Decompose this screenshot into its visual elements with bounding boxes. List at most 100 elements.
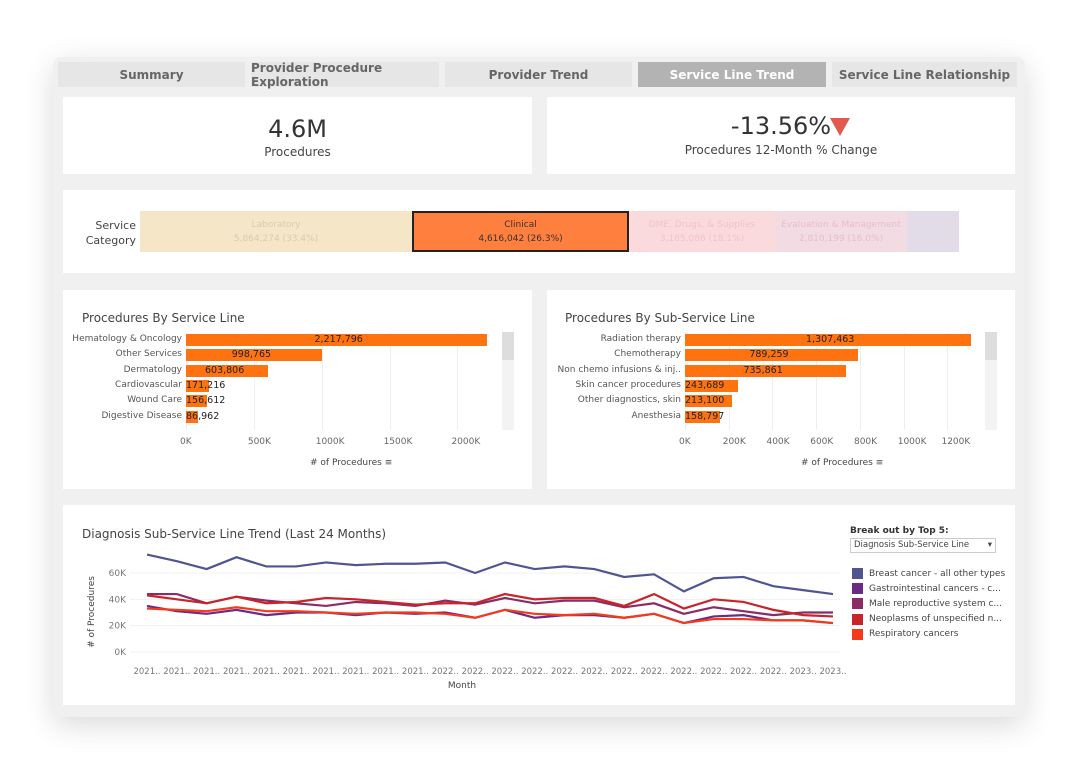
gridline: [859, 333, 861, 430]
service-line-title: Procedures By Service Line: [82, 311, 245, 325]
bar-value-label: 1,307,463: [806, 334, 855, 345]
series-line[interactable]: [146, 553, 834, 596]
legend-swatch: [852, 568, 863, 579]
bar-value-label: 998,765: [231, 349, 272, 361]
segment-clinical[interactable]: Clinical 4,616,042 (26.3%): [412, 211, 629, 252]
kpi-change: -13.56% Procedures 12-Month % Change: [547, 97, 1015, 174]
bar[interactable]: [685, 410, 720, 423]
tab-service-line-trend[interactable]: Service Line Trend: [638, 62, 826, 87]
bar[interactable]: [186, 364, 268, 377]
x-tick-label: 2022..: [641, 667, 668, 677]
series-line[interactable]: [146, 592, 834, 618]
service-category-label: Service Category: [85, 219, 136, 247]
bar-category-label: Radiation therapy: [600, 334, 681, 344]
bar-category-label: Skin cancer procedures: [575, 379, 681, 390]
sort-icon[interactable]: ≡: [875, 458, 884, 468]
bar[interactable]: [685, 395, 732, 408]
trend-title: Diagnosis Sub-Service Line Trend (Last 2…: [82, 527, 387, 541]
bar[interactable]: [186, 379, 210, 392]
bar-category-label: Cardiovascular: [115, 379, 182, 390]
legend-item[interactable]: Breast cancer - all other types: [852, 568, 1005, 579]
x-tick-label: 2021..: [133, 667, 160, 677]
x-tick-label: 2022..: [551, 667, 578, 677]
series-line[interactable]: [147, 592, 833, 617]
x-tick-label: 800K: [853, 437, 878, 447]
x-tick-label: 2021..: [193, 667, 220, 677]
kpi-procedures: 4.6M Procedures: [63, 97, 532, 174]
y-tick-label: 60K: [109, 569, 127, 579]
y-axis-title: # of Procedures: [87, 576, 97, 648]
x-tick-label: 2000K: [451, 437, 481, 447]
legend-item[interactable]: Respiratory cancers: [852, 628, 958, 640]
bar[interactable]: [685, 349, 858, 362]
x-tick-label: 2022..: [581, 667, 608, 677]
sub-service-line-title: Procedures By Sub-Service Line: [565, 311, 755, 325]
bar-value-label: 789,259: [749, 349, 789, 361]
bar[interactable]: [186, 395, 208, 408]
x-tick-label: 2021..: [283, 667, 310, 677]
legend-item[interactable]: Male reproductive system c...: [852, 598, 1002, 610]
legend-item[interactable]: Neoplasms of unspecified n...: [852, 613, 1002, 625]
tab-provider-procedure-exploration[interactable]: Provider Procedure Exploration: [251, 61, 439, 89]
y-tick-label: 20K: [109, 622, 127, 632]
bar[interactable]: [685, 334, 971, 346]
bar-value-label: 213,100: [685, 395, 725, 407]
segment-laboratory[interactable]: Laboratory 5,864,274 (33.4%): [140, 211, 412, 252]
legend-swatch: [852, 598, 863, 610]
gridline: [947, 333, 949, 430]
series-line[interactable]: [146, 606, 834, 625]
gridline: [816, 333, 818, 430]
down-triangle-icon: [830, 118, 850, 136]
gridline: [457, 333, 459, 430]
sort-icon[interactable]: ≡: [384, 458, 393, 468]
bar[interactable]: [685, 379, 739, 392]
x-tick-label: 600K: [810, 437, 834, 447]
legend-label: Male reproductive system c...: [869, 598, 1002, 609]
x-tick-label: 2023..: [819, 667, 846, 677]
sub-service-line-axis-title: # of Procedures ≡: [801, 458, 884, 468]
bar-value-label: 243,689: [685, 379, 725, 391]
x-tick-label: 1000K: [897, 437, 927, 447]
y-tick-label: 0K: [114, 648, 127, 658]
bar-value-label: 86,962: [186, 410, 220, 422]
tab-provider-trend[interactable]: Provider Trend: [445, 62, 632, 87]
x-tick-label: 1200K: [941, 437, 971, 447]
bar[interactable]: [186, 349, 322, 362]
x-tick-label: 2022..: [521, 667, 548, 677]
bar-value-label: 171,216: [186, 379, 226, 391]
kpi-change-label: Procedures 12-Month % Change: [684, 143, 878, 157]
breakout-dropdown[interactable]: Diagnosis Sub-Service Line ▾: [850, 538, 996, 553]
breakout-label: Break out by Top 5:: [850, 526, 949, 536]
bar[interactable]: [685, 364, 846, 377]
segment-dme[interactable]: DME, Drugs, & Supplies 3,185,086 (18.1%): [629, 211, 775, 252]
legend-label: Breast cancer - all other types: [869, 568, 1006, 579]
service-line-scrollbar[interactable]: [502, 332, 514, 430]
legend-label: Neoplasms of unspecified n...: [869, 614, 1002, 625]
bar-category-label: Non chemo infusions & inj..: [557, 364, 681, 375]
bar-category-label: Chemotherapy: [614, 349, 681, 360]
legend-swatch: [852, 583, 863, 595]
tab-summary[interactable]: Summary: [58, 62, 245, 87]
kpi-procedures-value: 4.6M: [268, 115, 327, 143]
bar[interactable]: [186, 410, 198, 423]
segment-other[interactable]: [907, 211, 959, 252]
service-line-axis-title: # of Procedures ≡: [310, 458, 393, 468]
gridline: [321, 333, 323, 430]
kpi-change-value: -13.56%: [730, 112, 832, 140]
x-tick-label: 2022..: [491, 667, 518, 677]
bar-category-label: Anesthesia: [631, 410, 681, 421]
kpi-procedures-label: Procedures: [264, 145, 331, 159]
segment-evaluation-management[interactable]: Evaluation & Management 2,810,199 (16.0%): [775, 211, 907, 252]
sub-service-line-scrollbar[interactable]: [985, 332, 997, 430]
legend-label: Gastrointestinal cancers - c...: [869, 583, 1001, 594]
bar-value-label: 735,861: [743, 364, 783, 376]
legend-swatch: [852, 613, 863, 625]
bar-value-label: 156,612: [186, 395, 226, 407]
legend-item[interactable]: Gastrointestinal cancers - c...: [852, 583, 1001, 595]
bar-category-label: Wound Care: [127, 395, 182, 406]
x-tick-label: 2022..: [760, 667, 787, 677]
x-tick-label: 200K: [722, 437, 746, 447]
bar[interactable]: [186, 334, 487, 346]
legend-swatch: [852, 628, 863, 640]
tab-service-line-relationship[interactable]: Service Line Relationship: [832, 62, 1017, 87]
